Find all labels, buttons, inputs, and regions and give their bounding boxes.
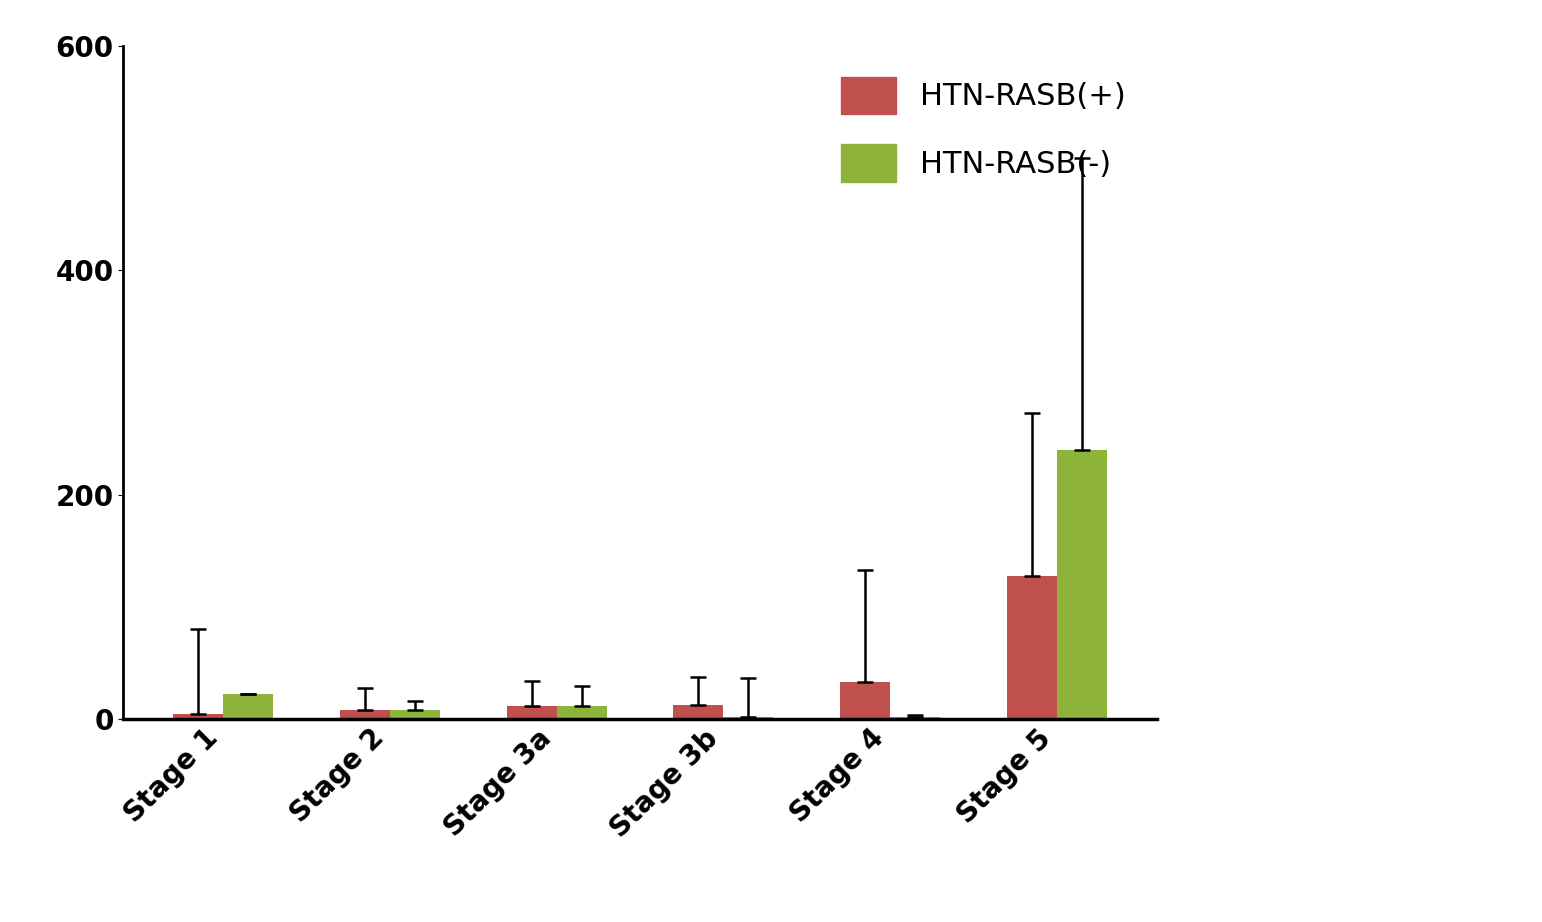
Bar <box>173 714 224 719</box>
Bar <box>557 705 606 719</box>
Bar <box>723 717 773 719</box>
Bar <box>674 704 723 719</box>
Bar <box>339 710 390 719</box>
Bar <box>507 705 557 719</box>
Bar <box>1056 450 1107 719</box>
Bar <box>890 717 941 719</box>
Bar <box>1007 575 1056 719</box>
Legend: HTN-RASB(+), HTN-RASB(-): HTN-RASB(+), HTN-RASB(-) <box>825 62 1141 197</box>
Bar <box>840 682 890 719</box>
Bar <box>390 710 439 719</box>
Bar <box>224 694 273 719</box>
